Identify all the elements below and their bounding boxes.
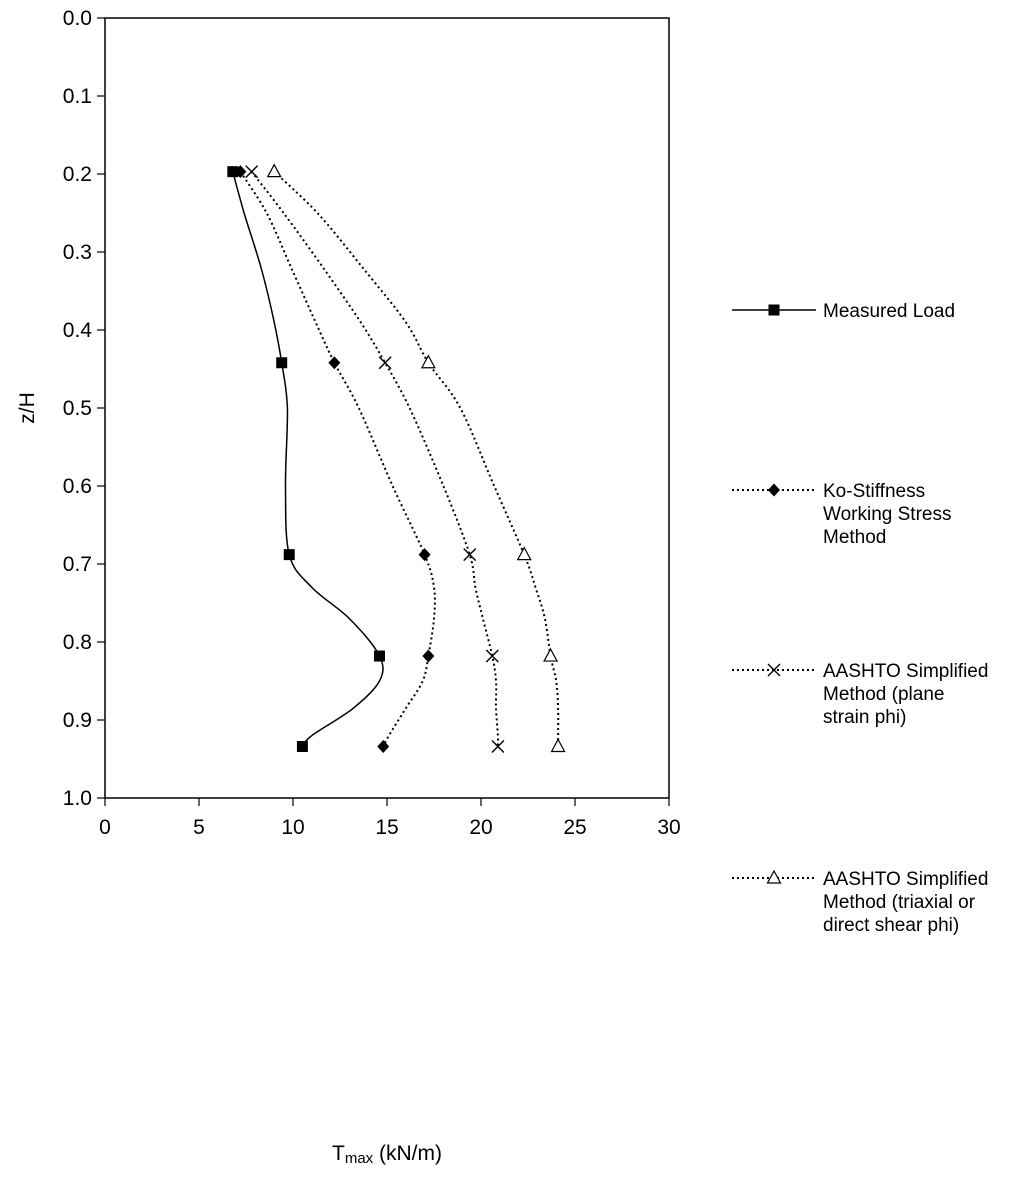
series-2 [234,165,436,754]
y-tick-label: 0.0 [63,7,92,30]
data-point [234,165,247,179]
legend-label: Measured Load [823,301,955,322]
x-axis-title-main: T [332,1142,345,1165]
data-point [543,647,559,662]
x-tick-label: 0 [99,816,111,839]
data-point [485,649,499,663]
plot-area [104,17,670,799]
y-axis-title: z/H [16,392,39,424]
y-tick-label: 0.8 [63,631,92,654]
x-axis-title: Tmax (kN/m) [332,1142,442,1167]
y-tick-label: 0.9 [63,709,92,732]
y-tick-label: 0.7 [63,553,92,576]
x-tick-label: 25 [563,816,586,839]
x-tick-label: 20 [469,816,492,839]
legend-label: Working Stress [823,504,951,525]
data-point [491,740,505,754]
y-tick-label: 0.5 [63,397,92,420]
data-point [378,356,392,370]
y-tick-label: 0.6 [63,475,92,498]
data-point [550,738,566,753]
legend-marker [767,663,781,677]
x-tick-label: 10 [281,816,304,839]
x-tick-label: 5 [193,816,205,839]
y-tick-label: 0.4 [63,319,93,342]
y-tick-label: 0.2 [63,163,92,186]
legend-item-1: Measured Load [732,301,955,322]
series-3 [245,165,505,754]
legend-label: AASHTO Simplified [823,661,988,682]
y-tick-label: 0.3 [63,241,92,264]
legend-label: Method (triaxial or [823,892,976,913]
series-1 [227,166,385,753]
y-tick-label: 1.0 [63,787,92,810]
x-axis-title-sub: max [345,1150,374,1167]
series-line [273,170,560,747]
data-point [276,357,288,369]
legend-label: direct shear phi) [823,915,959,936]
data-point [377,740,390,754]
legend-marker [768,304,780,316]
series-line [250,171,500,747]
data-point [296,741,308,753]
data-point [420,354,436,369]
data-point [463,548,477,562]
data-point [516,546,532,561]
x-tick-label: 30 [657,816,680,839]
legend-label: AASHTO Simplified [823,869,988,890]
y-axis: 0.0 0.1 0.2 0.3 0.4 0.5 0.6 0.7 0.8 0.9 1.0 [63,7,105,810]
data-point [422,649,435,663]
series-layer [227,163,566,754]
legend-label: Method [823,527,886,548]
data-point [418,548,431,562]
legend-label: Ko-Stiffness [823,481,925,502]
series-4 [266,163,566,753]
data-point [245,165,259,179]
x-axis: 0 5 10 15 20 25 30 [99,798,681,839]
y-tick-label: 0.1 [63,85,92,108]
legend-marker [766,869,782,884]
legend-marker [768,483,780,497]
legend-label: strain phi) [823,707,906,728]
series-line [239,171,436,747]
x-axis-title-unit: (kN/m) [373,1142,442,1165]
data-point [328,356,341,370]
data-point [373,650,385,662]
legend-label: Method (plane [823,684,944,705]
data-point [227,166,239,178]
data-point [266,163,282,178]
x-tick-label: 15 [375,816,398,839]
data-point [283,549,295,561]
